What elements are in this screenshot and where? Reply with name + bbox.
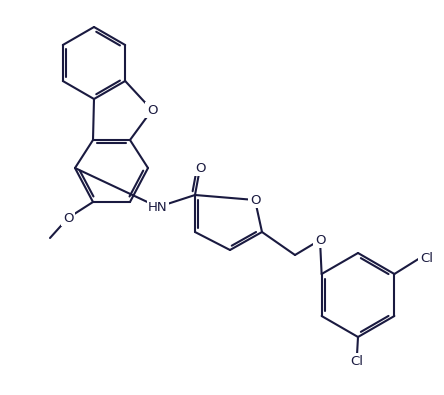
Text: O: O	[195, 162, 205, 175]
Text: O: O	[250, 194, 260, 207]
Text: Cl: Cl	[420, 252, 433, 265]
Text: HN: HN	[148, 201, 168, 214]
Text: O: O	[147, 103, 157, 117]
Text: O: O	[315, 233, 325, 246]
Text: O: O	[63, 211, 73, 224]
Text: Cl: Cl	[350, 355, 364, 368]
